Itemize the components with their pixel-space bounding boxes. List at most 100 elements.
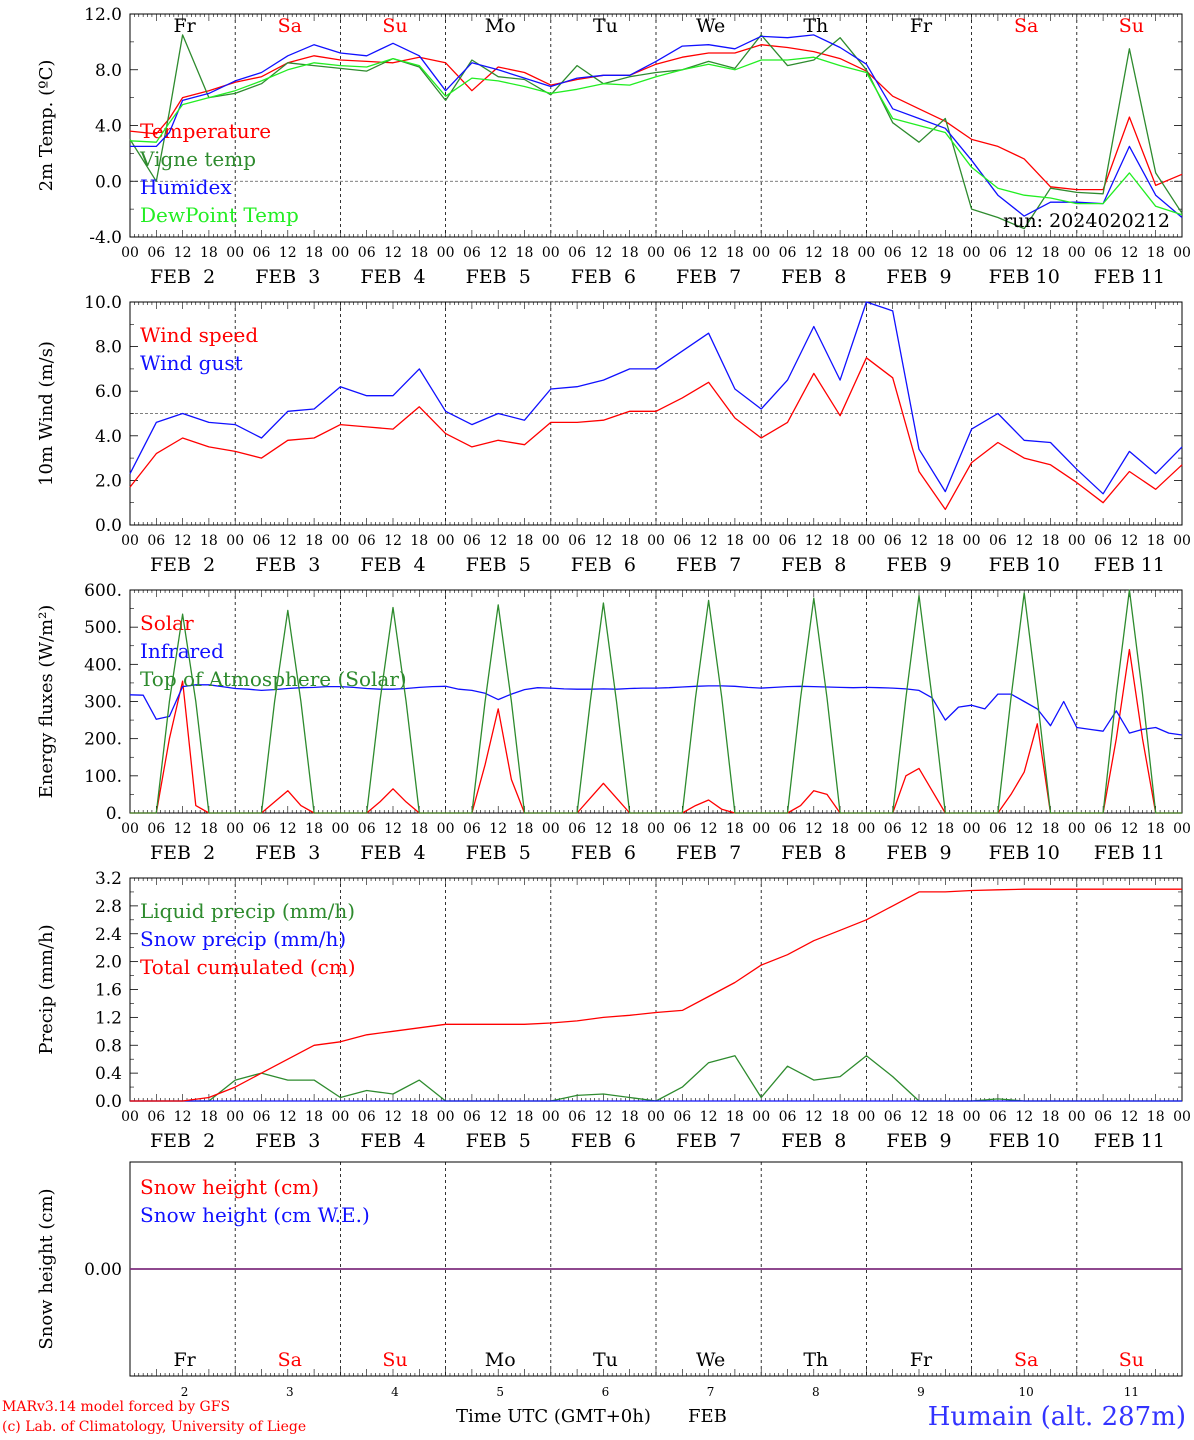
hour-label: 06 bbox=[673, 245, 691, 261]
hour-label: 18 bbox=[1042, 1109, 1060, 1125]
y-tick-label: 500. bbox=[84, 618, 122, 638]
time-axis-label: Time UTC (GMT+0h) bbox=[456, 1406, 651, 1427]
hour-label: 18 bbox=[621, 245, 639, 261]
hour-label: 18 bbox=[516, 533, 534, 549]
hour-label: 00 bbox=[1173, 1109, 1191, 1125]
hour-label: 06 bbox=[673, 1109, 691, 1125]
date-label: FEB 5 bbox=[466, 554, 531, 576]
hour-label: 12 bbox=[594, 533, 612, 549]
date-label: FEB 7 bbox=[676, 842, 741, 864]
day-name: Sa bbox=[1014, 15, 1038, 37]
date-label: FEB 6 bbox=[571, 266, 636, 288]
day-number: 2 bbox=[181, 1385, 189, 1399]
hour-label: 06 bbox=[568, 821, 586, 837]
date-label: FEB 10 bbox=[989, 554, 1060, 576]
hour-label: 06 bbox=[673, 821, 691, 837]
hour-label: 12 bbox=[1120, 245, 1138, 261]
legend-entry: Top of Atmosphere (Solar) bbox=[140, 667, 407, 691]
y-tick-label: 6.0 bbox=[95, 382, 122, 402]
hour-label: 18 bbox=[1042, 533, 1060, 549]
date-label: FEB 10 bbox=[989, 266, 1060, 288]
y-tick-label: 3.2 bbox=[95, 869, 122, 889]
y-tick-label: 300. bbox=[84, 693, 122, 713]
hour-label: 06 bbox=[1094, 245, 1112, 261]
hour-label: 06 bbox=[779, 821, 797, 837]
date-label: FEB 9 bbox=[886, 842, 951, 864]
hour-label: 06 bbox=[253, 245, 271, 261]
y-tick-label: 1.2 bbox=[95, 1008, 122, 1028]
lab-credit: (c) Lab. of Climatology, University of L… bbox=[2, 1419, 307, 1435]
hour-label: 00 bbox=[226, 533, 244, 549]
hour-label: 00 bbox=[857, 245, 875, 261]
run-annotation: run: 2024020212 bbox=[1003, 210, 1170, 232]
day-name: Fr bbox=[910, 15, 933, 37]
y-axis-label: Snow height (cm) bbox=[36, 1188, 57, 1349]
date-label: FEB 7 bbox=[676, 554, 741, 576]
hour-label: 12 bbox=[910, 533, 928, 549]
hour-label: 06 bbox=[358, 821, 376, 837]
hour-label: 18 bbox=[1042, 821, 1060, 837]
hour-label: 00 bbox=[963, 821, 981, 837]
hour-label: 12 bbox=[489, 533, 507, 549]
hour-label: 00 bbox=[857, 1109, 875, 1125]
hour-label: 00 bbox=[542, 821, 560, 837]
hour-label: 12 bbox=[805, 245, 823, 261]
hour-label: 00 bbox=[1068, 821, 1086, 837]
day-number: 11 bbox=[1124, 1385, 1139, 1399]
y-tick-label: 8.0 bbox=[95, 338, 122, 358]
hour-label: 00 bbox=[1173, 245, 1191, 261]
panel-wind: 0.0 2.0 4.0 6.0 8.0 10.0 10m Wind (m/s) Wind sp… bbox=[36, 293, 1191, 576]
hour-label: 18 bbox=[200, 1109, 218, 1125]
hour-label: 06 bbox=[884, 533, 902, 549]
hour-label: 18 bbox=[1147, 1109, 1165, 1125]
hour-label: 12 bbox=[910, 245, 928, 261]
hour-label: 12 bbox=[1015, 245, 1033, 261]
series-line-dewpoint-temp bbox=[129, 56, 1183, 216]
series-line-top-of-atmosphere-solar- bbox=[130, 589, 1182, 814]
hour-label: 06 bbox=[884, 1109, 902, 1125]
legend-entry: Temperature bbox=[140, 119, 271, 143]
hour-label: 00 bbox=[752, 533, 770, 549]
hour-label: 12 bbox=[700, 245, 718, 261]
hour-label: 12 bbox=[384, 533, 402, 549]
y-tick-label: 2.8 bbox=[95, 897, 122, 917]
hour-label: 00 bbox=[437, 1109, 455, 1125]
day-name: Th bbox=[803, 1349, 828, 1371]
model-credit: MARv3.14 model forced by GFS bbox=[2, 1399, 231, 1415]
panel-temp: -4.0 0.0 4.0 8.0 12.0 2m Temp. (ºC) Temperatur… bbox=[36, 5, 1191, 288]
legend-entry: Snow precip (mm/h) bbox=[140, 927, 346, 951]
date-label: FEB 11 bbox=[1094, 1130, 1165, 1152]
hour-label: 06 bbox=[779, 1109, 797, 1125]
hour-label: 18 bbox=[936, 821, 954, 837]
y-axis-label: 2m Temp. (ºC) bbox=[36, 60, 57, 192]
day-name: Mo bbox=[485, 1349, 516, 1371]
hour-label: 00 bbox=[752, 245, 770, 261]
month-label: FEB bbox=[688, 1406, 727, 1427]
day-name: Fr bbox=[910, 1349, 933, 1371]
y-tick-label: 8.0 bbox=[95, 61, 122, 81]
date-label: FEB 11 bbox=[1094, 266, 1165, 288]
day-number: 7 bbox=[707, 1385, 715, 1399]
hour-label: 12 bbox=[384, 1109, 402, 1125]
hour-label: 00 bbox=[121, 1109, 139, 1125]
day-name: Su bbox=[1119, 1349, 1144, 1371]
day-name: We bbox=[696, 15, 725, 37]
hour-label: 00 bbox=[331, 533, 349, 549]
hour-label: 00 bbox=[226, 1109, 244, 1125]
station-name: Humain (alt. 287m) bbox=[927, 1402, 1186, 1432]
hour-label: 12 bbox=[700, 1109, 718, 1125]
day-name: Su bbox=[1119, 15, 1144, 37]
y-tick-label: 400. bbox=[84, 655, 122, 675]
hour-label: 00 bbox=[331, 245, 349, 261]
day-name: We bbox=[696, 1349, 725, 1371]
hour-label: 00 bbox=[1068, 1109, 1086, 1125]
panel-snow: 0.00 Snow height (cm) Snow height (cm) Snow… bbox=[36, 1161, 1183, 1399]
hour-label: 00 bbox=[647, 821, 665, 837]
hour-label: 18 bbox=[621, 533, 639, 549]
hour-label: 06 bbox=[253, 821, 271, 837]
y-tick-label: 12.0 bbox=[84, 5, 122, 25]
hour-label: 00 bbox=[647, 245, 665, 261]
hour-label: 06 bbox=[779, 245, 797, 261]
day-number: 4 bbox=[391, 1385, 399, 1399]
hour-label: 18 bbox=[516, 1109, 534, 1125]
